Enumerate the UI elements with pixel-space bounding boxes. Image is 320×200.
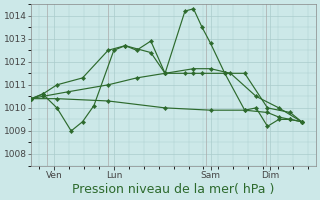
X-axis label: Pression niveau de la mer( hPa ): Pression niveau de la mer( hPa ) <box>72 183 275 196</box>
